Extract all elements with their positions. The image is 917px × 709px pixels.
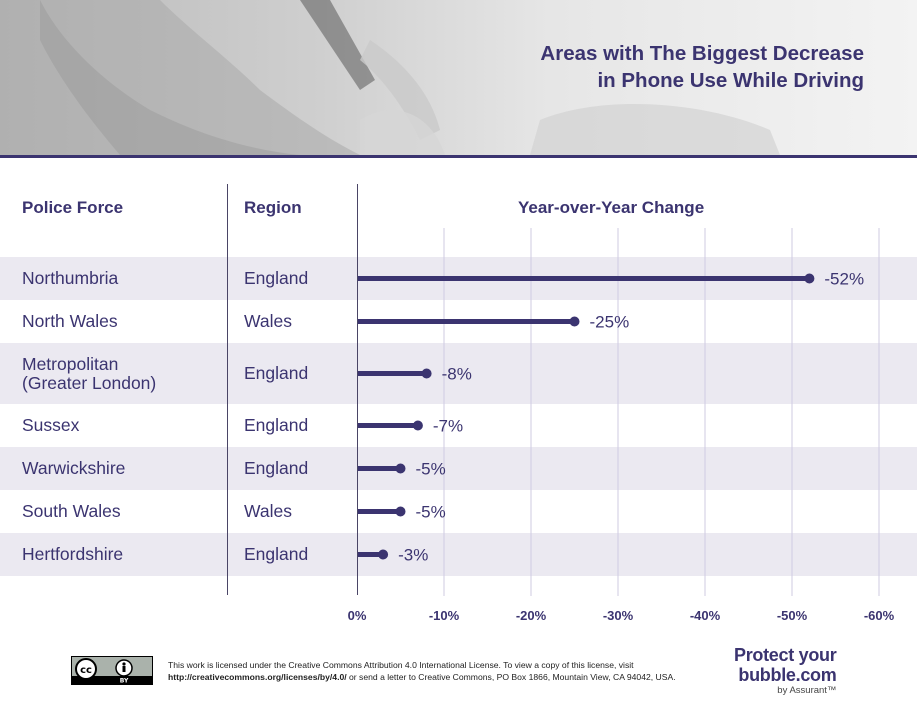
- x-tick-label: -20%: [516, 608, 547, 623]
- x-tick-label: 0%: [348, 608, 367, 623]
- region-cell: England: [244, 458, 309, 478]
- header-photo-graphic: [0, 0, 917, 155]
- license-line1: This work is licensed under the Creative…: [168, 660, 634, 670]
- bar-end-dot: [412, 420, 423, 431]
- cc-by-icon: cc BY: [72, 657, 152, 685]
- police-force-name: South Wales: [22, 501, 121, 521]
- header-divider: [0, 155, 917, 158]
- chart-title-line2: in Phone Use While Driving: [597, 69, 864, 92]
- police-force-cell: Sussex: [22, 416, 79, 435]
- row-band: [0, 343, 917, 404]
- chart-title: Areas with The Biggest Decrease in Phone…: [540, 40, 864, 94]
- police-force-cell: South Wales: [22, 502, 121, 521]
- brand-logo[interactable]: Protect your bubble.com by Assurant™: [734, 645, 837, 697]
- bar-end-dot: [421, 368, 432, 379]
- region-cell: England: [244, 544, 309, 564]
- x-tick-label: -10%: [429, 608, 460, 623]
- license-text: This work is licensed under the Creative…: [168, 659, 676, 683]
- brand-line2: bubble.com: [738, 665, 837, 685]
- value-label: -25%: [590, 313, 630, 332]
- brand-line3: by Assurant™: [777, 685, 837, 696]
- police-force-cell: North Wales: [22, 312, 118, 331]
- bar-end-dot: [378, 549, 389, 560]
- region-cell: Wales: [244, 501, 292, 521]
- police-force-cell: Warwickshire: [22, 459, 125, 478]
- police-force-name: Metropolitan: [22, 353, 119, 374]
- value-label: -52%: [824, 270, 864, 289]
- police-force-name: Northumbria: [22, 268, 119, 288]
- chart-title-line1: Areas with The Biggest Decrease: [540, 42, 864, 65]
- license-link[interactable]: http://creativecommons.org/licenses/by/4…: [168, 672, 347, 682]
- license-line2: http://creativecommons.org/licenses/by/4…: [168, 671, 676, 683]
- column-header-region: Region: [244, 198, 302, 217]
- x-tick-label: -60%: [864, 608, 895, 623]
- x-tick-label: -40%: [690, 608, 721, 623]
- column-divider-left: [227, 184, 228, 595]
- police-force-name: Hertfordshire: [22, 544, 124, 564]
- cc-license-badge[interactable]: cc BY: [71, 656, 153, 685]
- value-label: -8%: [442, 365, 472, 384]
- row-band: [0, 447, 917, 490]
- bar-chart: 0% -10% -20% -30% -40% -50% -60% -52% -25% -8% -7%…: [348, 228, 895, 623]
- police-force-cell: Northumbria: [22, 269, 118, 288]
- police-force-name: Sussex: [22, 415, 80, 435]
- x-tick-label: -50%: [777, 608, 808, 623]
- value-label: -7%: [433, 417, 463, 436]
- license-line2-rest: or send a letter to Creative Commons, PO…: [346, 672, 676, 682]
- police-force-name: (Greater London): [22, 372, 157, 393]
- column-header-police-force: Police Force: [22, 198, 124, 217]
- svg-text:cc: cc: [80, 665, 92, 676]
- police-force-name: North Wales: [22, 311, 118, 331]
- region-cell: England: [244, 415, 309, 435]
- police-force-cell: Metropolitan (Greater London): [22, 353, 157, 393]
- column-header-change: Year-over-Year Change: [518, 198, 705, 217]
- region-cell: England: [244, 268, 309, 288]
- bar-end-dot: [569, 316, 580, 327]
- column-divider-right: [357, 184, 358, 595]
- region-cell: Wales: [244, 311, 292, 331]
- row-band: [0, 533, 917, 576]
- police-force-name: Warwickshire: [22, 458, 126, 478]
- x-tick-label: -30%: [603, 608, 634, 623]
- value-label: -5%: [416, 460, 446, 479]
- bar-end-dot: [395, 463, 406, 474]
- region-cell: England: [244, 363, 309, 383]
- svg-text:BY: BY: [120, 678, 129, 685]
- brand-line1: Protect your: [734, 645, 837, 665]
- bar-end-dot: [395, 506, 406, 517]
- value-label: -5%: [416, 503, 446, 522]
- header-photo: [0, 0, 917, 155]
- value-label: -3%: [398, 546, 428, 565]
- police-force-cell: Hertfordshire: [22, 545, 123, 564]
- bar-end-dot: [804, 273, 815, 284]
